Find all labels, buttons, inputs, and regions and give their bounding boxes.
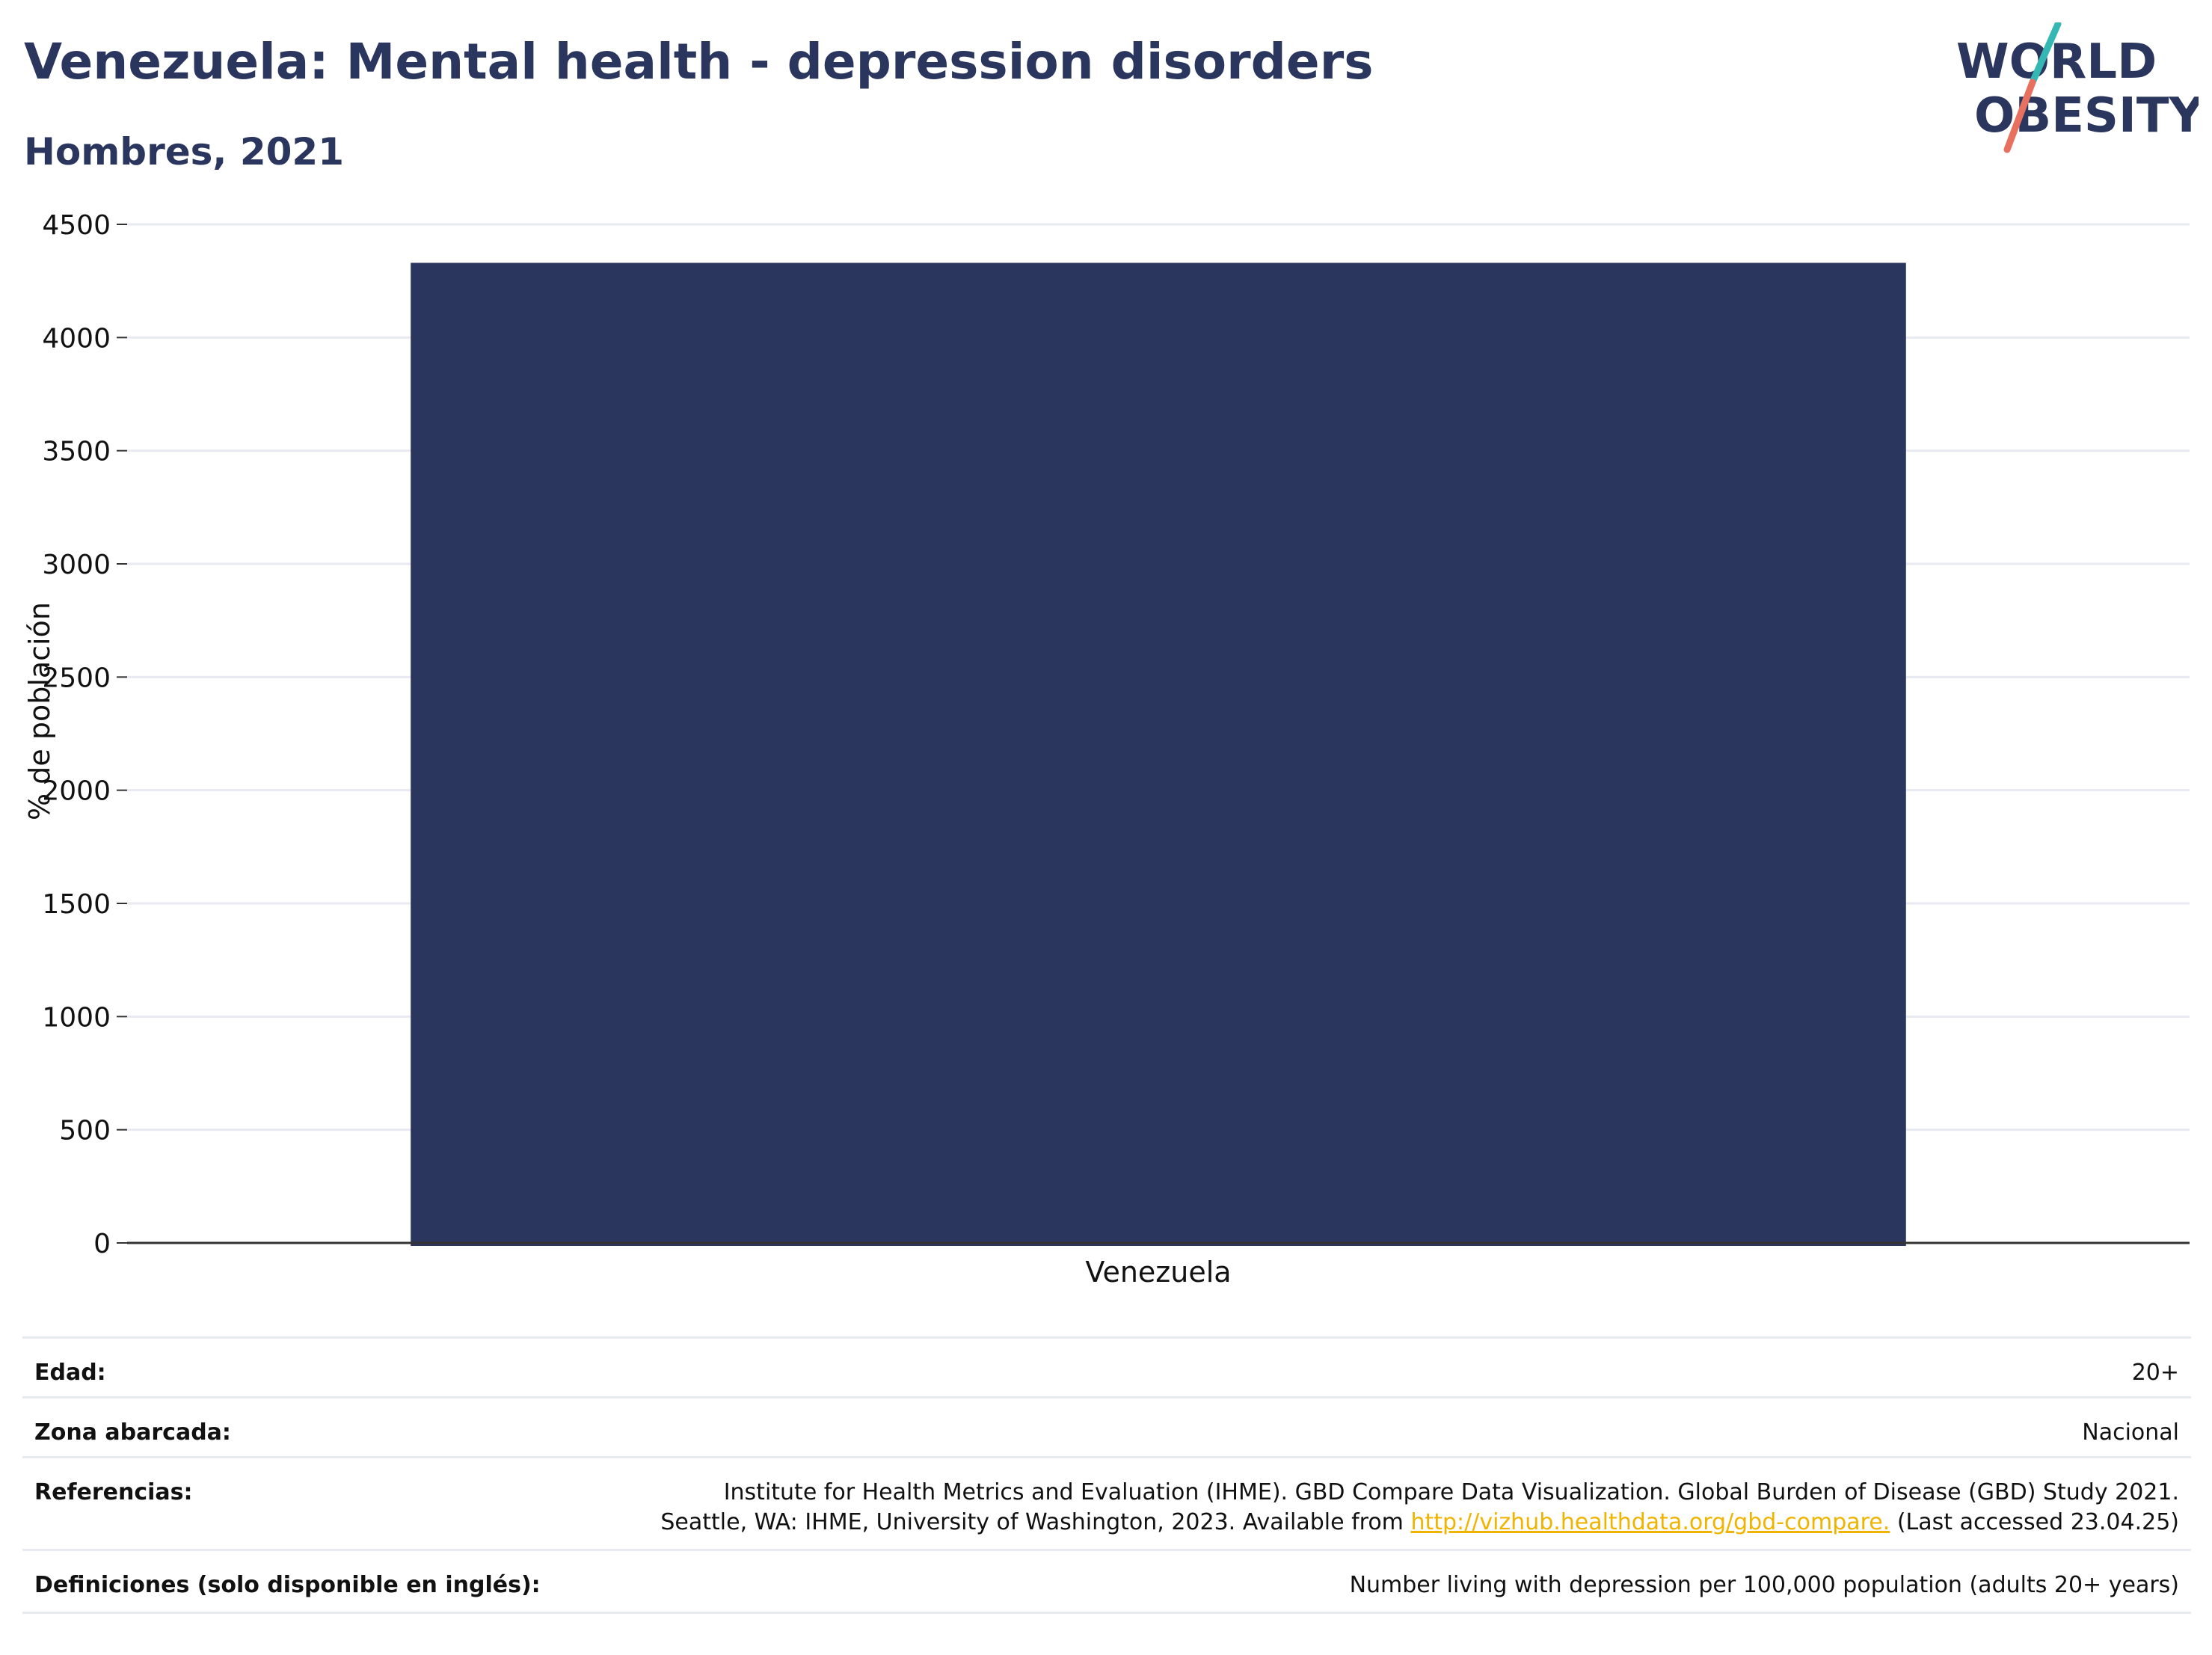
world-obesity-logo: WORLD OBESITY [1956,22,2199,153]
x-axis-ticks: Venezuela [1085,1256,1231,1289]
y-tick-label: 4500 [42,210,111,241]
meta-value-references: Institute for Health Metrics and Evaluat… [577,1456,2191,1550]
reference-link[interactable]: http://vizhub.healthdata.org/gbd-compare… [1410,1509,1890,1535]
y-axis-label: % de población [23,602,56,820]
chart-subtitle: Hombres, 2021 [24,130,344,174]
y-tick-label: 1000 [42,1002,111,1033]
logo-line-obesity: OBESITY [1974,88,2199,144]
reference-prefix: Seattle, WA: IHME, University of Washing… [660,1509,1411,1535]
meta-row-area: Zona abarcada: Nacional [22,1396,2191,1458]
reference-line-2: Seattle, WA: IHME, University of Washing… [589,1508,2179,1538]
metadata-table: Edad: 20+ Zona abarcada: Nacional Refere… [22,1336,2191,1614]
meta-label-area: Zona abarcada: [22,1396,577,1458]
reference-suffix: (Last accessed 23.04.25) [1890,1509,2179,1535]
meta-label-definitions: Definiciones (solo disponible en inglés)… [22,1549,577,1614]
bar-venezuela [411,262,1906,1246]
meta-row-definitions: Definiciones (solo disponible en inglés)… [22,1549,2191,1614]
y-tick-label: 500 [59,1116,111,1146]
y-tick-label: 1500 [42,889,111,920]
bars [411,262,1906,1246]
y-tick-label: 3000 [42,550,111,580]
y-tick-label: 0 [93,1229,111,1259]
y-axis-ticks: 0 500 1000 1500 2000 2500 3000 3500 4000 4500 [42,210,127,1259]
chart-title: Venezuela: Mental health - depression di… [24,33,1374,90]
logo-slash-top [2029,22,2062,86]
meta-row-age: Edad: 20+ [22,1336,2191,1398]
meta-value-age: 20+ [577,1336,2191,1398]
meta-value-area: Nacional [577,1396,2191,1458]
y-tick-label: 4000 [42,323,111,354]
y-tick-label: 3500 [42,437,111,467]
logo-slash-bottom [2003,79,2036,153]
y-tick-label: 2000 [42,776,111,807]
logo-line-world: WORLD [1956,34,2157,90]
meta-label-age: Edad: [22,1336,577,1398]
meta-row-references: Referencias: Institute for Health Metric… [22,1456,2191,1550]
meta-value-definitions: Number living with depression per 100,00… [577,1549,2191,1614]
meta-label-references: Referencias: [22,1456,577,1550]
x-tick-label: Venezuela [1085,1256,1231,1289]
reference-line-1: Institute for Health Metrics and Evaluat… [723,1479,2179,1505]
y-tick-label: 2500 [42,663,111,693]
bar-chart: 0 500 1000 1500 2000 2500 3000 3500 4000 4500 Ven… [23,210,2190,1289]
